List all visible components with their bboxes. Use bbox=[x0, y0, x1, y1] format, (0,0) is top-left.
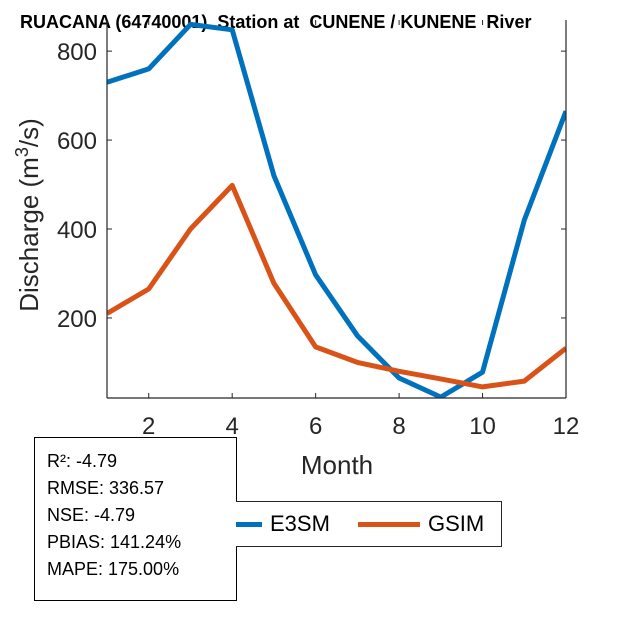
x-tick-label-10: 10 bbox=[469, 413, 496, 440]
legend-label-e3sm: E3SM bbox=[270, 511, 330, 536]
x-tick-label-8: 8 bbox=[392, 413, 405, 440]
x-tick-label-2: 2 bbox=[142, 413, 155, 440]
legend-item-e3sm: E3SM bbox=[236, 502, 330, 546]
chart-title: RUACANA (64740001) Station at CUNENE / K… bbox=[20, 12, 532, 32]
y-axis-label: Discharge (m3/s) bbox=[12, 118, 44, 312]
pbias-value: PBIAS: 141.24% bbox=[47, 532, 182, 552]
metrics-box: R²: -4.79 RMSE: 336.57 NSE: -4.79 PBIAS:… bbox=[34, 437, 237, 601]
x-tick-label-4: 4 bbox=[226, 413, 239, 440]
legend-item-gsim: GSIM bbox=[358, 502, 484, 546]
x-tick-label-6: 6 bbox=[309, 413, 322, 440]
legend: E3SM GSIM bbox=[236, 501, 502, 547]
x-tick-label-12: 12 bbox=[553, 413, 580, 440]
mape-value: MAPE: 175.00% bbox=[47, 559, 180, 579]
rmse-value: RMSE: 336.57 bbox=[47, 478, 165, 498]
x-axis-label: Month bbox=[301, 450, 373, 480]
y-tick-label-200: 200 bbox=[57, 306, 97, 333]
legend-swatch-gsim bbox=[358, 521, 420, 527]
y-tick-label-600: 600 bbox=[57, 128, 97, 155]
series-line-e3sm bbox=[107, 21, 566, 398]
y-tick-label-400: 400 bbox=[57, 217, 97, 244]
series-line-gsim bbox=[107, 182, 566, 390]
tick-labels: 2 4 6 8 10 12 200 400 600 800 bbox=[57, 20, 579, 440]
plot-area bbox=[107, 21, 566, 398]
legend-label-gsim: GSIM bbox=[428, 511, 485, 536]
axes bbox=[106, 20, 567, 399]
y-tick-label-800: 800 bbox=[57, 39, 97, 66]
legend-swatch-e3sm bbox=[236, 521, 262, 527]
r2-value: R²: -4.79 bbox=[47, 451, 118, 471]
nse-value: NSE: -4.79 bbox=[47, 505, 136, 525]
